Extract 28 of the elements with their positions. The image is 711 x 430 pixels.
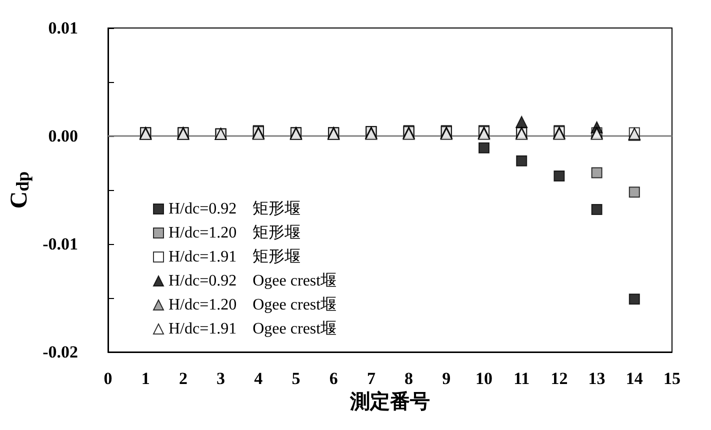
x-tick-label: 7 (366, 369, 376, 388)
x-axis-title: 測定番号 (349, 390, 430, 413)
x-tick-label: 10 (476, 369, 492, 388)
x-tick-label: 0 (104, 369, 112, 388)
x-tick-label: 14 (626, 369, 644, 388)
x-tick-label: 1 (141, 369, 150, 388)
x-tick-label: 2 (178, 369, 188, 388)
x-tick-label: 5 (292, 369, 300, 388)
legend-label: H/dc=0.92 Ogee crest堰 (168, 272, 337, 290)
y-tick-label: 0.00 (48, 126, 78, 146)
y-tick-label: -0.01 (42, 234, 78, 254)
legend-label: H/dc=1.91 矩形堰 (168, 248, 301, 266)
x-tick-label: 9 (442, 369, 451, 388)
x-tick-label: 8 (404, 369, 414, 388)
x-tick-label: 4 (254, 369, 264, 388)
legend-label: H/dc=0.92 矩形堰 (168, 200, 301, 218)
x-tick-label: 15 (664, 369, 680, 388)
y-tick-label: 0.01 (48, 18, 78, 38)
x-tick-label: 3 (216, 369, 226, 388)
x-tick-label: 13 (588, 369, 606, 388)
legend-label: H/dc=1.20 矩形堰 (168, 224, 301, 242)
y-axis-title: Cdp (6, 171, 33, 209)
legend-label: H/dc=1.20 Ogee crest堰 (168, 296, 337, 314)
legend-label: H/dc=1.91 Ogee crest堰 (168, 320, 337, 338)
x-tick-label: 6 (329, 369, 338, 388)
x-tick-label: 12 (550, 369, 568, 388)
x-tick-label: 11 (514, 369, 530, 388)
y-tick-label: -0.02 (42, 342, 78, 362)
